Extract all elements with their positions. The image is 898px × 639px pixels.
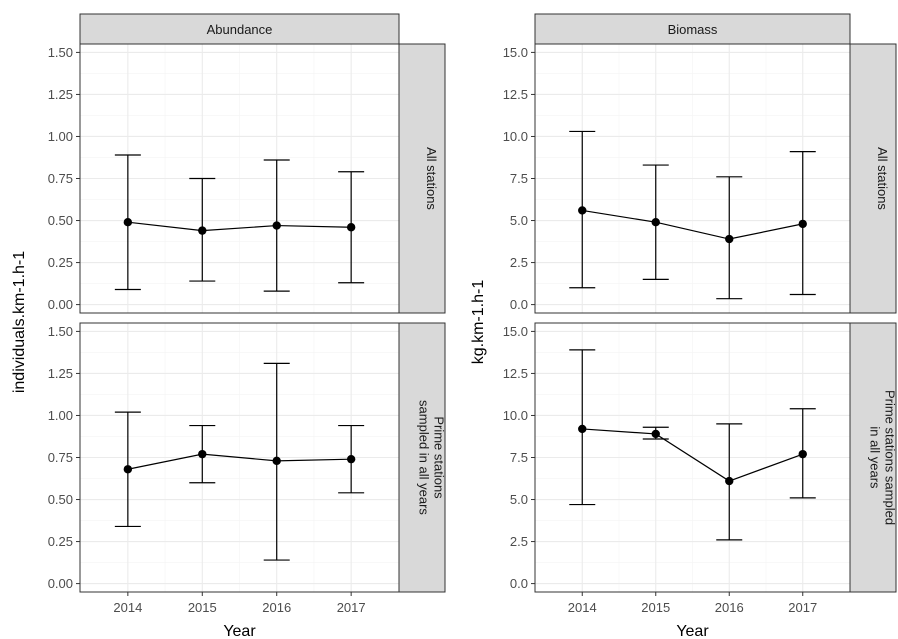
- facet-strip-row: [398, 322, 446, 593]
- row-strip-label: in all years: [868, 426, 883, 489]
- facet-title: Biomass: [668, 22, 718, 37]
- data-point: [123, 465, 133, 474]
- data-point: [725, 476, 734, 486]
- data-point: [578, 424, 587, 434]
- x-tick-label: 2017: [788, 600, 817, 615]
- y-tick-label: 0.25: [48, 534, 73, 549]
- y-tick-label: 7.5: [510, 450, 528, 465]
- y-tick-label: 7.5: [510, 171, 528, 186]
- mean-line: [582, 428, 803, 482]
- data-point: [272, 456, 281, 466]
- facet-strip-row: [849, 322, 897, 593]
- x-tick-label: 2015: [641, 600, 670, 615]
- data-point: [578, 206, 587, 215]
- y-tick-label: 5.0: [510, 492, 528, 507]
- y-axis-title: individuals.km-1.h-1: [11, 251, 28, 393]
- y-tick-label: 1.25: [48, 366, 73, 381]
- x-tick-label: 2016: [262, 600, 291, 615]
- y-tick-label: 0.50: [48, 213, 73, 228]
- mean-line: [127, 453, 352, 470]
- y-tick-label: 1.50: [48, 45, 73, 60]
- mean-line: [127, 221, 352, 232]
- y-tick-label: 15.0: [503, 324, 528, 339]
- y-tick-label: 2.5: [510, 534, 528, 549]
- y-tick-label: 1.00: [48, 408, 73, 423]
- x-axis-title: Year: [223, 623, 256, 639]
- data-point: [651, 429, 660, 439]
- y-tick-label: 0.0: [510, 297, 528, 312]
- y-tick-label: 0.0: [510, 576, 528, 591]
- y-tick-label: 12.5: [503, 87, 528, 102]
- y-tick-label: 0.50: [48, 492, 73, 507]
- x-tick-label: 2014: [568, 600, 597, 615]
- y-tick-label: 5.0: [510, 213, 528, 228]
- row-strip-label: sampled in all years: [417, 400, 432, 515]
- y-tick-label: 10.0: [503, 129, 528, 144]
- y-tick-label: 2.5: [510, 255, 528, 270]
- data-point: [346, 223, 356, 232]
- data-point: [272, 221, 281, 230]
- y-tick-label: 15.0: [503, 45, 528, 60]
- y-tick-label: 1.25: [48, 87, 73, 102]
- x-tick-label: 2015: [188, 600, 217, 615]
- row-strip-label: All stations: [875, 147, 890, 210]
- y-tick-label: 0.25: [48, 255, 73, 270]
- y-tick-label: 12.5: [503, 366, 528, 381]
- data-point: [651, 218, 660, 227]
- row-strip-label: Prime stations: [432, 416, 447, 499]
- facet-strip-biomass: [534, 13, 851, 45]
- x-tick-label: 2017: [337, 600, 366, 615]
- data-point: [725, 234, 734, 244]
- row-strip-label: Prime stations sampled: [883, 390, 898, 525]
- x-tick-label: 2016: [715, 600, 744, 615]
- y-tick-label: 0.00: [48, 297, 73, 312]
- y-tick-label: 1.50: [48, 324, 73, 339]
- x-axis-title: Year: [676, 623, 709, 639]
- y-tick-label: 0.75: [48, 171, 73, 186]
- y-tick-label: 0.00: [48, 576, 73, 591]
- y-tick-label: 1.00: [48, 129, 73, 144]
- y-axis-title: kg.km-1.h-1: [470, 280, 487, 365]
- data-point: [798, 449, 807, 459]
- data-point: [346, 454, 356, 464]
- data-point: [123, 218, 133, 227]
- row-strip-label: All stations: [424, 147, 439, 210]
- facet-strip-row: [849, 43, 897, 314]
- mean-line: [582, 209, 803, 240]
- facet-title: Abundance: [207, 22, 273, 37]
- y-tick-label: 0.75: [48, 450, 73, 465]
- x-tick-label: 2014: [113, 600, 142, 615]
- data-point: [798, 219, 807, 229]
- facet-strip-row: [398, 43, 446, 314]
- data-point: [198, 226, 207, 235]
- y-tick-label: 10.0: [503, 408, 528, 423]
- data-point: [198, 449, 207, 459]
